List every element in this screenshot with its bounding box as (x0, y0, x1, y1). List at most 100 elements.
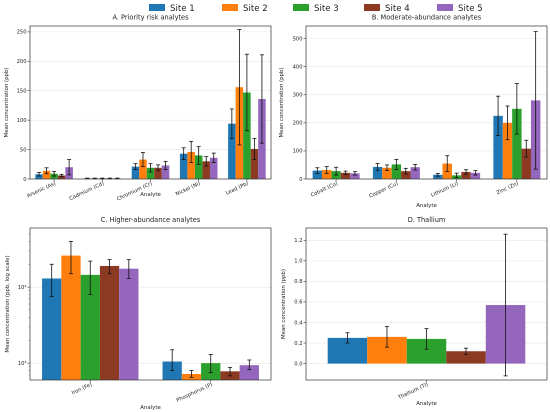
x-tick-label: Copper (Cu) (368, 181, 399, 200)
y-tick-label: 10⁴ (18, 285, 27, 291)
x-tick-label: Arsenic (As) (26, 181, 57, 200)
bar (250, 148, 259, 179)
legend-label: Site 3 (314, 4, 339, 14)
bar (146, 167, 155, 179)
y-tick-label: 0.6 (294, 300, 302, 306)
y-tick-label: 1.0 (294, 259, 302, 265)
bar (154, 167, 162, 179)
y-tick-label: 100 (17, 118, 27, 124)
y-tick-label: 50 (20, 147, 27, 153)
x-axis-label: Analyte (416, 203, 437, 209)
y-axis-label: Mean concentration (ppb) (279, 68, 285, 138)
bar (239, 365, 259, 380)
panel-D: 0.0 0.2 0.4 0.6 0.8 1.0 1.2 Thallium (Tl) D. Tha… (281, 216, 548, 407)
y-tick-label: 200 (17, 59, 27, 65)
bar (209, 157, 218, 179)
panel-title: C. Higher-abundance analytes (101, 216, 201, 224)
legend-swatch (222, 4, 238, 11)
bar (401, 171, 411, 179)
x-tick-label: Cadmium (Cd) (69, 181, 106, 202)
x-tick-label: Lead (Pb) (225, 181, 250, 197)
x-axis-label: Analyte (140, 192, 161, 198)
legend-swatch (293, 4, 309, 11)
bar (119, 268, 139, 380)
x-tick-label: Nickel (Ni) (175, 181, 202, 198)
y-tick-label: 500 (293, 36, 303, 42)
axes-frame (29, 227, 272, 381)
legend: Site 1 Site 2 Site 3 Site 4 Site 5 (149, 4, 483, 14)
panel-title: D. Thallium (408, 216, 446, 224)
x-tick-label: Iron (Fe) (71, 382, 93, 397)
bar (410, 167, 420, 179)
y-tick-label: 0.4 (294, 320, 303, 326)
y-axis-label: Mean concentration (ppb, log scale) (5, 255, 11, 352)
y-tick-label: 100 (293, 149, 303, 155)
x-tick-label: Cobalt (Co) (310, 181, 339, 199)
bar (521, 148, 531, 179)
legend-label: Site 4 (385, 4, 410, 14)
y-tick-label: 10³ (18, 361, 27, 367)
bar (322, 170, 332, 179)
x-tick-label: Zinc (Zn) (496, 181, 520, 196)
y-tick-label: 150 (17, 89, 27, 95)
legend-swatch (437, 4, 453, 11)
y-tick-label: 300 (293, 93, 303, 99)
bar (340, 172, 351, 179)
y-tick-label: 1.2 (294, 238, 302, 244)
bar (80, 274, 100, 380)
bar (228, 123, 236, 179)
y-tick-label: 250 (17, 30, 27, 36)
bar (42, 170, 51, 179)
y-tick-label: 0.0 (294, 361, 302, 367)
bar (179, 153, 188, 179)
legend-label: Site 2 (243, 4, 268, 14)
bar (312, 170, 323, 179)
y-tick-label: 0 (299, 177, 302, 183)
bar (161, 165, 170, 179)
y-tick-label: 400 (293, 65, 303, 71)
x-tick-label: Lithium (Li) (430, 181, 459, 199)
bar (461, 171, 471, 179)
bar (243, 92, 251, 179)
x-axis-label: Analyte (416, 401, 437, 407)
x-tick-label: Thallium (Tl) (396, 382, 429, 402)
bar (99, 265, 120, 380)
bar (391, 164, 402, 179)
bar (502, 122, 513, 179)
bar (194, 155, 203, 179)
panel-C: 10³ 10⁴ Iron (Fe) Phosphorus (P) C. Higher-a… (5, 216, 272, 411)
y-axis-label: Mean concentration (ppb) (281, 269, 287, 339)
legend-label: Site 5 (458, 4, 483, 14)
panel-title: A. Priority risk analytes (112, 14, 189, 22)
bar (382, 167, 392, 179)
axes-frame (305, 25, 548, 180)
y-tick-label: 0.2 (294, 341, 302, 347)
bar (35, 174, 43, 179)
bar (470, 172, 481, 179)
legend-swatch (364, 4, 380, 11)
panel-title: B. Moderate-abundance analytes (372, 14, 482, 22)
bar (57, 175, 66, 179)
x-axis-label: Analyte (140, 405, 161, 411)
legend-swatch (149, 4, 165, 11)
bar (446, 351, 486, 364)
y-axis-label: Mean concentration (ppb) (4, 68, 10, 138)
bar (42, 278, 62, 380)
bar (202, 161, 210, 179)
bar (350, 173, 360, 179)
bar (372, 166, 383, 179)
panel-B: 0 100 200 300 400 500 Cobalt (Co) Copper (Cu) Li… (279, 14, 548, 209)
bar (131, 166, 140, 179)
x-tick-label: Phosphorus (P) (176, 382, 214, 404)
y-tick-label: 0.8 (294, 279, 302, 285)
bar (512, 108, 522, 179)
bar (433, 174, 443, 179)
legend-label: Site 1 (170, 4, 195, 14)
bar (139, 159, 147, 179)
bar (61, 255, 81, 380)
y-tick-label: 0 (23, 177, 26, 183)
bar (187, 151, 195, 179)
bar (493, 115, 503, 179)
